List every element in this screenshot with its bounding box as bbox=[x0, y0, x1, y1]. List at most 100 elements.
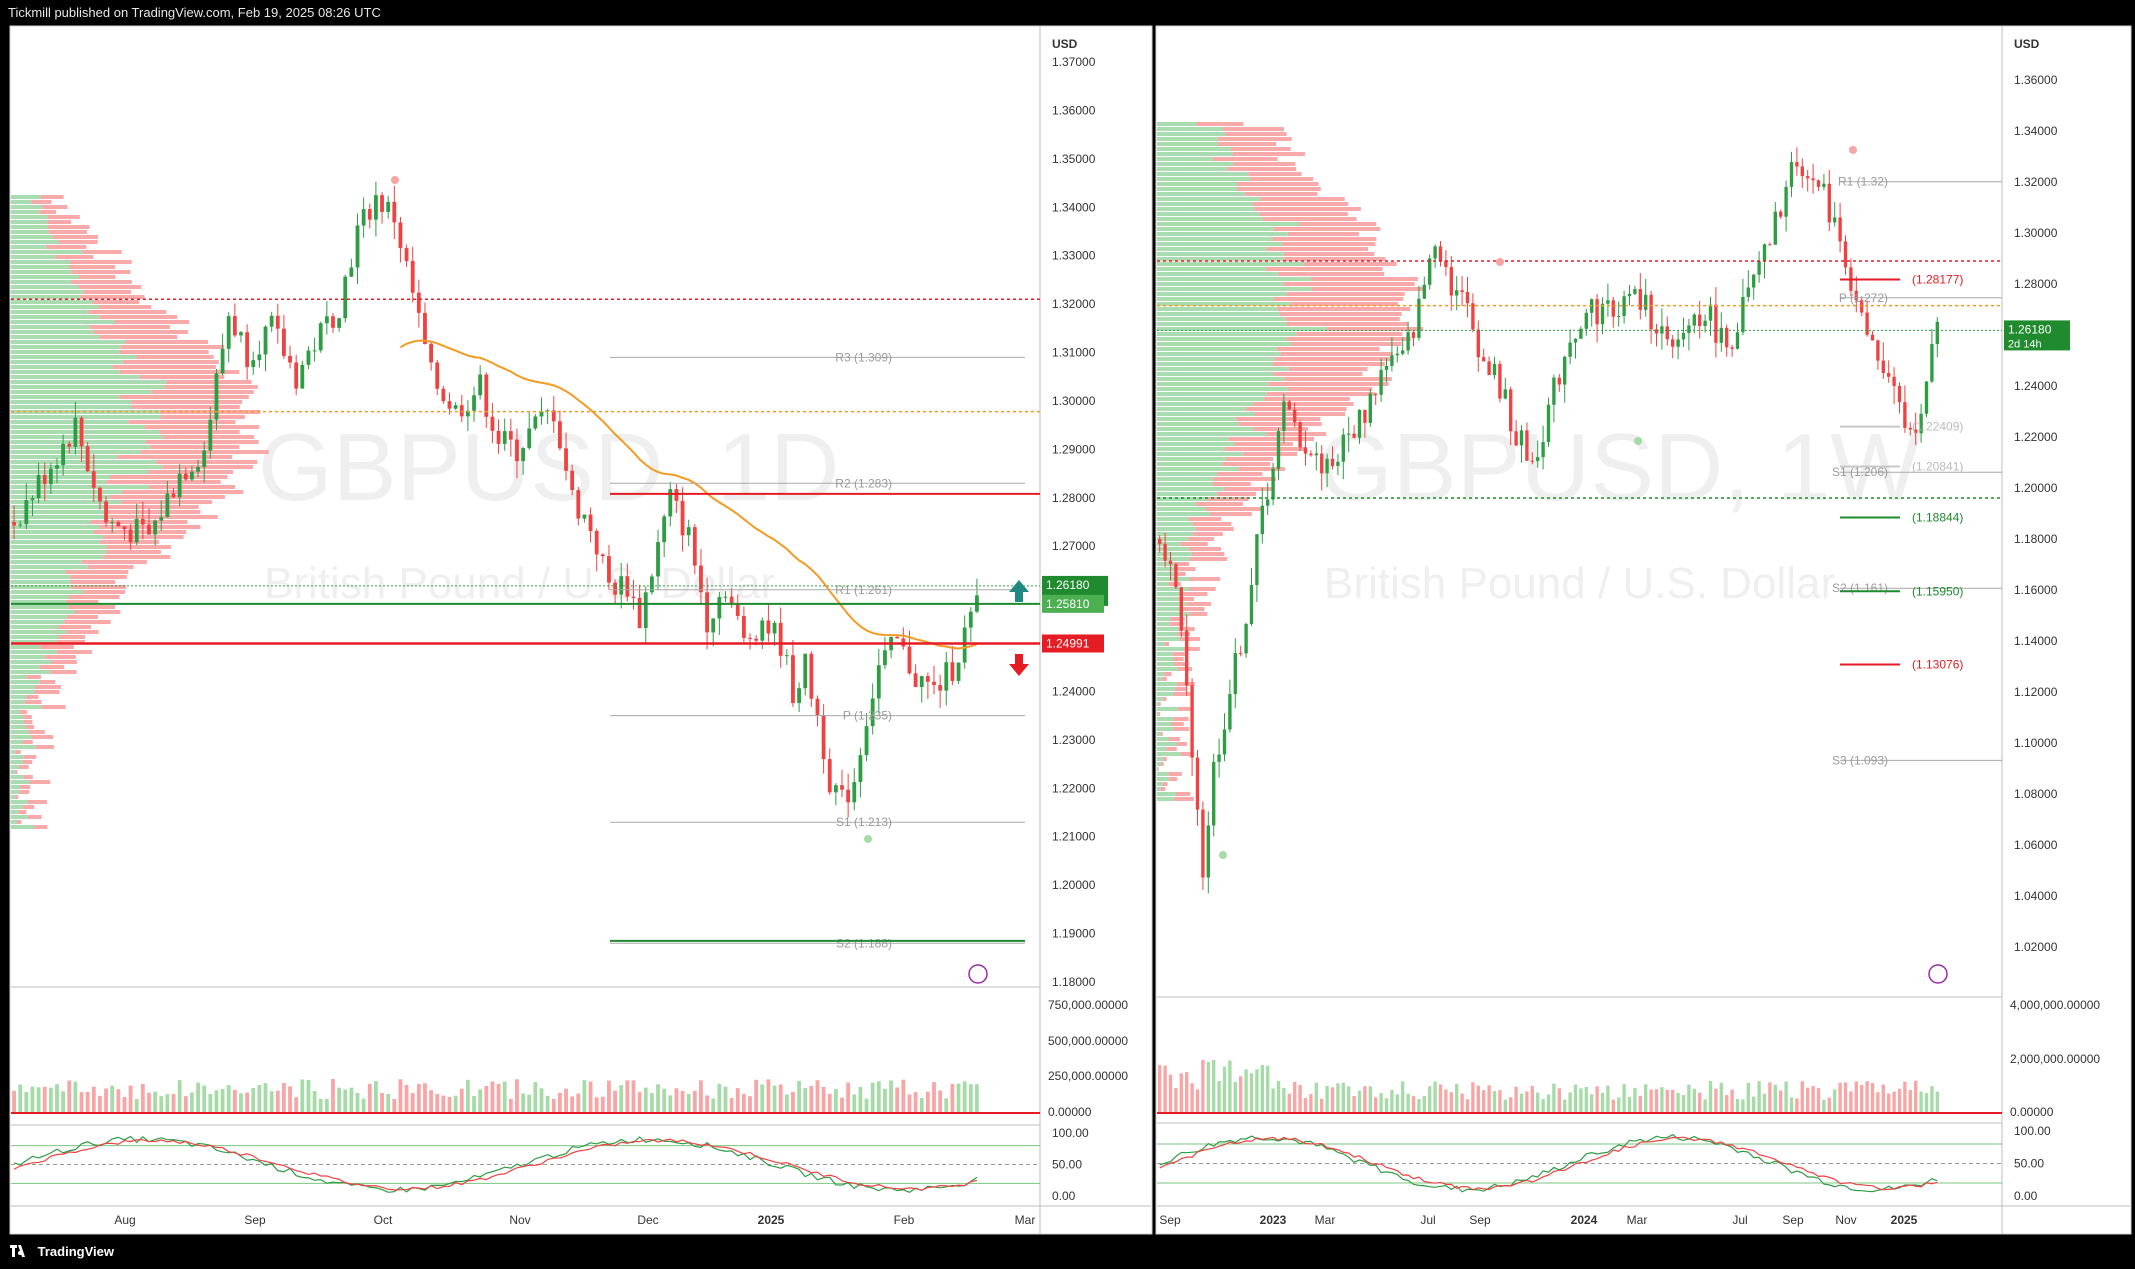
candle-body bbox=[791, 655, 795, 704]
description-watermark: British Pound / U.S. Dollar bbox=[264, 559, 775, 608]
volume-profile-bar bbox=[1157, 202, 1253, 206]
volume-profile-bar bbox=[11, 700, 25, 704]
volume-profile-bar bbox=[28, 730, 45, 734]
volume-profile-bar bbox=[11, 615, 67, 619]
volume-profile-bar bbox=[11, 690, 35, 694]
candle-body bbox=[1773, 211, 1777, 245]
candle-body bbox=[435, 362, 440, 389]
candle-body bbox=[269, 315, 274, 327]
price-tick-label: 1.34000 bbox=[1052, 200, 1096, 214]
candle-body bbox=[1471, 303, 1475, 330]
volume-profile-bar bbox=[1157, 412, 1255, 416]
volume-profile-bar bbox=[11, 675, 27, 679]
volume-bar bbox=[1336, 1083, 1340, 1113]
time-tick-label: Sep bbox=[1782, 1213, 1804, 1227]
volume-profile-bar bbox=[11, 405, 132, 409]
volume-bar bbox=[1919, 1091, 1923, 1113]
price-tick-label: 1.20000 bbox=[2014, 481, 2058, 495]
candle-body bbox=[815, 698, 820, 716]
volume-bar bbox=[183, 1096, 188, 1113]
volume-profile-bar bbox=[1157, 187, 1237, 191]
candle-body bbox=[1795, 162, 1799, 167]
time-tick-label: Sep bbox=[244, 1213, 266, 1227]
candle-body bbox=[30, 498, 35, 501]
volume-profile-bar bbox=[1278, 272, 1385, 276]
volume-profile-bar bbox=[1266, 392, 1375, 396]
volume-profile-bar bbox=[19, 790, 30, 794]
volume-profile-bar bbox=[1286, 292, 1405, 296]
volume-profile-bar bbox=[1217, 472, 1263, 476]
volume-bar bbox=[1854, 1081, 1858, 1113]
volume-profile-bar bbox=[11, 535, 103, 539]
volume-profile-bar bbox=[1157, 797, 1174, 801]
volume-profile-bar bbox=[107, 510, 201, 514]
volume-profile-bar bbox=[1250, 177, 1314, 181]
volume-profile-bar bbox=[11, 230, 49, 234]
volume-bar bbox=[1536, 1092, 1540, 1113]
volume-bar bbox=[423, 1083, 427, 1113]
volume-bar bbox=[232, 1089, 237, 1113]
candle-body bbox=[361, 209, 366, 226]
volume-profile-bar bbox=[1157, 402, 1254, 406]
volume-bar bbox=[190, 1092, 194, 1113]
volume-bar bbox=[797, 1080, 801, 1113]
candle-body bbox=[662, 516, 667, 543]
volume-bar bbox=[925, 1091, 930, 1113]
candle-body bbox=[18, 524, 23, 526]
volume-profile-bar bbox=[1280, 352, 1393, 356]
volume-profile-bar bbox=[11, 625, 59, 629]
volume-bar bbox=[159, 1096, 164, 1113]
volume-profile-bar bbox=[1253, 402, 1354, 406]
volume-bar bbox=[79, 1092, 84, 1113]
candle-body bbox=[1249, 585, 1254, 624]
volume-tick-label: 500,000.00000 bbox=[1048, 1034, 1128, 1048]
left-chart-panel[interactable] bbox=[9, 25, 1153, 1235]
volume-profile-bar bbox=[11, 730, 29, 734]
volume-profile-bar bbox=[1157, 642, 1165, 646]
candle-body bbox=[533, 416, 538, 429]
volume-bar bbox=[1698, 1092, 1702, 1113]
volume-bar bbox=[1309, 1094, 1313, 1113]
volume-profile-bar bbox=[1189, 557, 1228, 561]
time-tick-label: Mar bbox=[1627, 1213, 1648, 1227]
pivot-dot bbox=[864, 835, 872, 843]
candle-body bbox=[1908, 427, 1912, 430]
volume-bar bbox=[656, 1084, 660, 1113]
volume-profile-bar bbox=[1282, 242, 1376, 246]
volume-profile-bar bbox=[11, 330, 94, 334]
candle-body bbox=[1876, 340, 1880, 361]
volume-bar bbox=[294, 1097, 299, 1113]
volume-profile-bar bbox=[15, 795, 19, 799]
volume-profile-bar bbox=[11, 650, 57, 654]
volume-bar bbox=[588, 1081, 593, 1113]
candle-body bbox=[778, 622, 783, 656]
volume-bar bbox=[619, 1085, 624, 1113]
volume-profile-bar bbox=[162, 465, 254, 469]
volume-profile-bar bbox=[11, 575, 71, 579]
volume-profile-bar bbox=[1195, 527, 1234, 531]
volume-profile-bar bbox=[99, 335, 178, 339]
candle-body bbox=[551, 410, 556, 422]
volume-profile-bar bbox=[1157, 252, 1284, 256]
volume-bar bbox=[269, 1091, 274, 1113]
volume-bar bbox=[1228, 1060, 1232, 1113]
charts-canvas[interactable]: GBPUSD, 1D British Pound / U.S. Dollar USD… bbox=[0, 0, 2135, 1236]
candle-body bbox=[1406, 332, 1410, 351]
volume-profile-bar bbox=[1157, 742, 1177, 746]
volume-bar bbox=[98, 1095, 102, 1113]
ema-line bbox=[399, 339, 978, 650]
candle-body bbox=[1395, 353, 1399, 356]
time-tick-label: Oct bbox=[374, 1213, 393, 1227]
volume-profile-bar bbox=[11, 765, 20, 769]
volume-profile-bar bbox=[1157, 717, 1174, 721]
candle-body bbox=[220, 348, 225, 374]
volume-profile-bar bbox=[11, 335, 100, 339]
volume-profile-bar bbox=[11, 245, 46, 249]
volume-profile-bar bbox=[20, 785, 31, 789]
volume-profile-bar bbox=[1285, 317, 1400, 321]
volume-bar bbox=[30, 1086, 35, 1113]
volume-profile-bar bbox=[131, 405, 240, 409]
volume-profile-bar bbox=[11, 555, 104, 559]
volume-bar bbox=[662, 1088, 667, 1113]
volume-profile-bar bbox=[1157, 592, 1184, 596]
